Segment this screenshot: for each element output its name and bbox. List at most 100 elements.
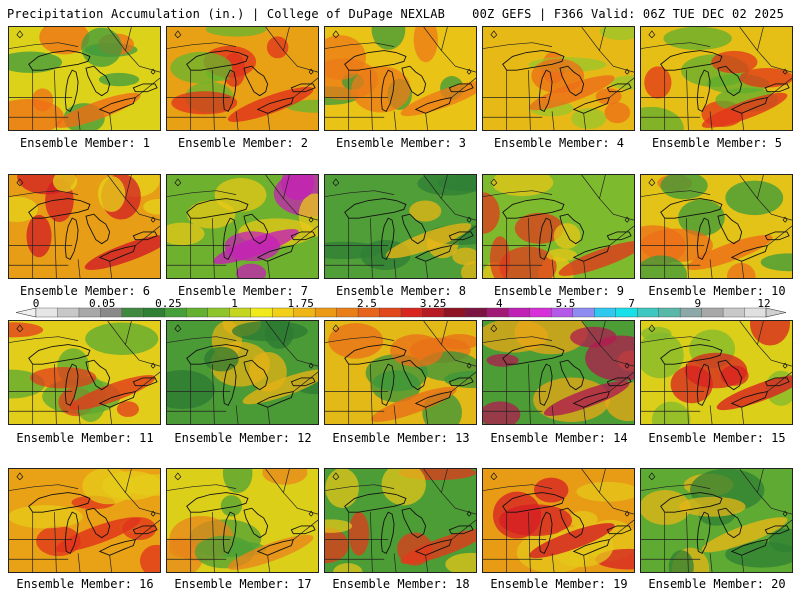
city-marker: [174, 472, 182, 481]
boundary-line: [109, 113, 112, 130]
precip-blob: [325, 527, 349, 564]
boundary-line: [325, 190, 395, 197]
lake-outline: [132, 377, 158, 387]
precip-band: [558, 240, 634, 276]
precip-blob: [739, 68, 792, 88]
boundary-line: [583, 407, 586, 424]
city-marker: [624, 510, 630, 517]
boundary-line: [599, 344, 634, 367]
lake-outline: [559, 359, 585, 391]
precip-blob: [266, 36, 289, 59]
boundary-line: [757, 492, 792, 515]
precip-blob: [101, 470, 160, 500]
boundary-line: [641, 190, 711, 197]
boundary-line: [709, 111, 713, 130]
lake-outline: [717, 507, 743, 539]
precip-blob: [483, 321, 549, 353]
precip-blob: [452, 247, 476, 266]
lake-outline: [98, 245, 136, 262]
lake-outline: [243, 507, 269, 539]
precip-blob: [351, 66, 411, 113]
colorbar-swatch: [379, 307, 402, 318]
lake-outline: [414, 97, 452, 114]
precip-blob: [595, 88, 622, 105]
lake-outline: [764, 377, 790, 387]
city-marker: [150, 510, 156, 517]
city-marker: [782, 68, 788, 75]
precip-blob: [348, 511, 370, 556]
boundary-line: [451, 519, 476, 540]
precip-blob: [641, 489, 691, 525]
precip-blob: [325, 519, 353, 533]
boundary-line: [609, 225, 634, 246]
lake-outline: [401, 359, 427, 391]
precip-blob: [663, 27, 732, 50]
boundary-line: [441, 344, 476, 367]
lake-outline: [572, 539, 610, 556]
colorbar-swatch: [722, 307, 746, 318]
boundary-line: [423, 321, 448, 346]
member-map: [166, 320, 319, 425]
precip-blob: [222, 469, 253, 494]
member-label: Ensemble Member: 19: [490, 577, 628, 591]
boundary-line: [293, 519, 318, 540]
lake-outline: [401, 65, 427, 97]
colorbar-tick-label: 2.5: [356, 297, 377, 310]
member-label: Ensemble Member: 15: [648, 431, 786, 445]
lake-outline: [559, 213, 585, 245]
member-label: Ensemble Member: 10: [648, 284, 786, 298]
lake-outline: [414, 391, 452, 408]
precip-blob: [725, 541, 792, 568]
colorbar-swatch: [594, 307, 617, 318]
city-marker: [332, 472, 340, 481]
boundary-line: [767, 225, 792, 246]
boundary-line: [283, 492, 318, 515]
member-label: Ensemble Member: 5: [651, 136, 783, 150]
member-label: Ensemble Member: 7: [177, 284, 309, 298]
boundary-line: [425, 555, 428, 572]
member-map: [482, 174, 635, 279]
colorbar-tick-label: 4: [495, 297, 503, 310]
lake-outline: [290, 83, 316, 93]
colorbar-swatch: [207, 307, 230, 318]
member-map: [640, 468, 793, 573]
precip-band: [701, 517, 788, 553]
precip-blob: [116, 401, 139, 417]
lake-outline: [717, 359, 743, 391]
lake-outline: [764, 525, 790, 535]
lake-outline: [256, 539, 294, 556]
precip-blob: [325, 35, 366, 80]
colorbar-arrow: [765, 307, 787, 318]
boundary-line: [107, 321, 132, 346]
boundary-line: [757, 344, 792, 367]
member-map: [640, 174, 793, 279]
lake-outline: [344, 198, 407, 219]
member-label: Ensemble Member: 13: [332, 431, 470, 445]
boundary-line: [283, 50, 318, 73]
lake-outline: [764, 231, 790, 241]
precip-blob: [98, 176, 126, 212]
lake-outline: [344, 344, 407, 365]
city-marker: [16, 324, 24, 333]
boundary-line: [54, 364, 57, 424]
boundary-line: [212, 218, 215, 278]
precip-blob: [553, 223, 581, 249]
member-map: [640, 320, 793, 425]
page-title: Precipitation Accumulation (in.) | Colle…: [7, 7, 446, 21]
colorbar-tick-label: 5.5: [555, 297, 576, 310]
lake-outline: [64, 69, 79, 112]
member-label: Ensemble Member: 17: [174, 577, 312, 591]
city-marker: [308, 216, 314, 223]
boundary-line: [528, 218, 531, 278]
colorbar-swatch: [121, 307, 144, 318]
precip-blob: [499, 246, 557, 278]
boundary-line: [77, 259, 81, 278]
member-map: [8, 26, 161, 131]
boundary-line: [109, 555, 112, 572]
boundary-line: [451, 371, 476, 392]
lake-outline: [448, 377, 474, 387]
boundary-line: [583, 555, 586, 572]
member-map: [324, 174, 477, 279]
boundary-line: [212, 70, 215, 130]
boundary-line: [686, 364, 689, 424]
